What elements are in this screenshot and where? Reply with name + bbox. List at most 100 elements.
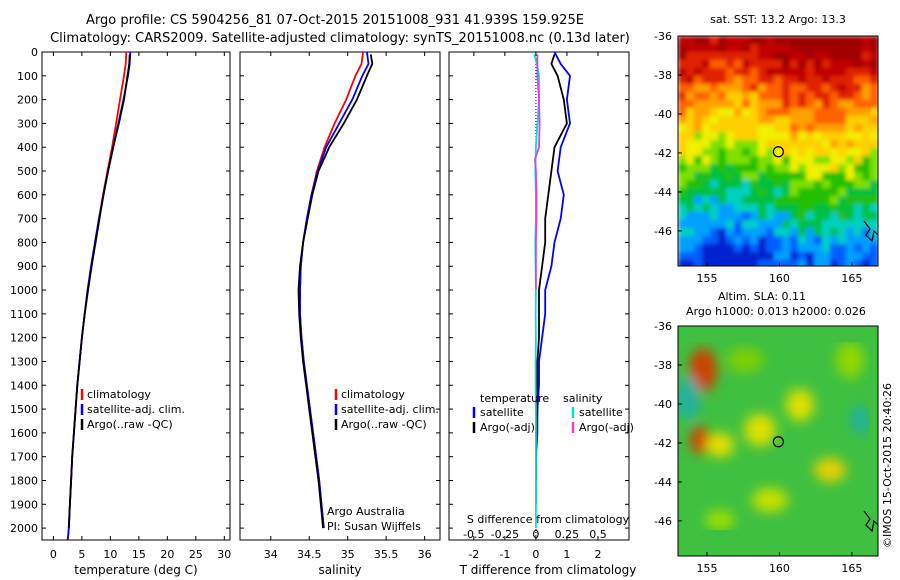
series-line-salinity-argo-adj- [534, 54, 541, 290]
map-frame [677, 325, 879, 557]
legend-label: satellite [480, 406, 524, 419]
temperature-xlabel: temperature (deg C) [74, 563, 197, 577]
y-tick-label: 1600 [10, 427, 38, 440]
x-tick-label: 5 [78, 548, 85, 561]
plot-frame [41, 51, 231, 541]
y-tick-label: 2000 [10, 522, 38, 535]
y-tick-label: 1800 [10, 474, 38, 487]
series-line-temperature-argo-adj- [535, 54, 568, 481]
s-tick-label: 0.25 [555, 528, 580, 541]
x-tick-label: 34 [264, 548, 278, 561]
s-tick-label: 0 [532, 528, 539, 541]
legend-label: satellite-adj. clim. [87, 403, 185, 416]
y-tick-label: 0 [31, 46, 38, 59]
sla-map-subtitle: Argo h1000: 0.013 h2000: 0.026 [686, 305, 866, 318]
figure-title-line2: Climatology: CARS2009. Satellite-adjuste… [50, 31, 630, 46]
x-tick-label: 0 [50, 548, 57, 561]
y-tick-label: 400 [17, 141, 38, 154]
x-tick-label: 2 [594, 548, 601, 561]
lon-tick-label: 160 [769, 562, 790, 575]
map-frame [677, 35, 879, 267]
lat-tick-label: -46 [654, 225, 672, 238]
sla-map-title: Altim. SLA: 0.11 [718, 290, 806, 303]
lon-tick-label: 155 [696, 562, 717, 575]
lat-tick-label: -38 [654, 69, 672, 82]
temperature-panel: 0100200300400500600700800900100011001200… [10, 46, 231, 561]
series-group [66, 52, 132, 540]
legend-label: climatology [341, 388, 405, 401]
x-tick-label: 36 [418, 548, 432, 561]
sst-field [678, 36, 878, 266]
series-group [533, 52, 571, 529]
x-tick-label: 1 [563, 548, 570, 561]
series-line-argo-raw-qc- [67, 54, 131, 529]
x-tick-label: 34.5 [297, 548, 322, 561]
legend-label: Argo(..raw -QC) [341, 418, 427, 431]
legend-group-title: temperature [480, 392, 549, 405]
lon-tick-label: 160 [769, 272, 790, 285]
sla-map: 155 160 165 -36 -38 -40 -42 -44 -46 [654, 320, 879, 575]
legend-label: satellite [579, 406, 623, 419]
y-tick-label: 800 [17, 236, 38, 249]
y-tick-label: 700 [17, 213, 38, 226]
y-tick-label: 900 [17, 260, 38, 273]
lat-tick-label: -44 [654, 186, 672, 199]
lat-tick-label: -46 [654, 515, 672, 528]
salinity-xlabel: salinity [318, 563, 361, 577]
difference-panel: -2 -1 0 1 2-0.5 -0.25 0 0.25 0.5temperaturesatel… [448, 51, 634, 561]
y-tick-label: 100 [17, 70, 38, 83]
coastline [863, 220, 879, 243]
lat-tick-label: -38 [654, 359, 672, 372]
legend-group-title: salinity [563, 392, 603, 405]
x-tick-label: 0 [532, 548, 539, 561]
lon-tick-label: 165 [841, 272, 862, 285]
s-tick-label: 0.5 [589, 528, 607, 541]
y-tick-label: 1700 [10, 451, 38, 464]
x-tick-label: 30 [217, 548, 231, 561]
y-tick-label: 1200 [10, 332, 38, 345]
x-tick-label: 20 [160, 548, 174, 561]
y-tick-label: 300 [17, 117, 38, 130]
x-tick-label: 35.5 [374, 548, 399, 561]
diff-xlabel-salinity: S difference from climatology [467, 513, 630, 526]
sla-field [678, 326, 878, 556]
credit-line1: Argo Australia [327, 505, 405, 518]
diff-xlabel-temperature: T difference from climatology [459, 563, 637, 577]
s-tick-label: -0.25 [491, 528, 519, 541]
float-position-marker [772, 436, 784, 448]
y-tick-label: 1500 [10, 403, 38, 416]
series-line-temperature-satellite [535, 52, 571, 505]
y-tick-label: 1000 [10, 284, 38, 297]
salinity-panel: 34 34.5 35 35.5 36 climatology satellite-adj. … [239, 51, 441, 561]
legend-label: climatology [87, 388, 151, 401]
lon-tick-label: 165 [841, 562, 862, 575]
y-tick-label: 200 [17, 94, 38, 107]
legend-label: Argo(..raw -QC) [87, 418, 173, 431]
y-tick-label: 1900 [10, 498, 38, 511]
lat-tick-label: -36 [654, 320, 672, 333]
lat-tick-label: -42 [654, 147, 672, 160]
lat-tick-label: -40 [654, 398, 672, 411]
float-position-marker [772, 146, 784, 158]
y-tick-label: 1100 [10, 308, 38, 321]
x-tick-label: 35 [341, 548, 355, 561]
legend-label: Argo(-adj) [480, 421, 535, 434]
imos-timestamp: ©IMOS 15-Oct-2015 20:40:26 [881, 383, 894, 548]
series-line-argo-raw-qc- [297, 54, 374, 529]
legend-label: Argo(-adj) [579, 421, 634, 434]
x-tick-label: 10 [103, 548, 117, 561]
figure-title-line1: Argo profile: CS 5904256_81 07-Oct-2015 … [86, 13, 584, 28]
sst-map: 155 160 165 -36 -38 -40 -42 -44 -46 [654, 30, 879, 285]
y-tick-label: 600 [17, 189, 38, 202]
lat-tick-label: -36 [654, 30, 672, 43]
series-group [297, 52, 374, 529]
plot-frame [239, 51, 441, 541]
lat-tick-label: -44 [654, 476, 672, 489]
lat-tick-label: -40 [654, 108, 672, 121]
s-tick-label: -0.5 [463, 528, 484, 541]
legend-label: satellite-adj. clim. [341, 403, 439, 416]
lon-tick-label: 155 [696, 272, 717, 285]
credit-line2: PI: Susan Wijffels [327, 520, 421, 533]
x-tick-label: 15 [132, 548, 146, 561]
